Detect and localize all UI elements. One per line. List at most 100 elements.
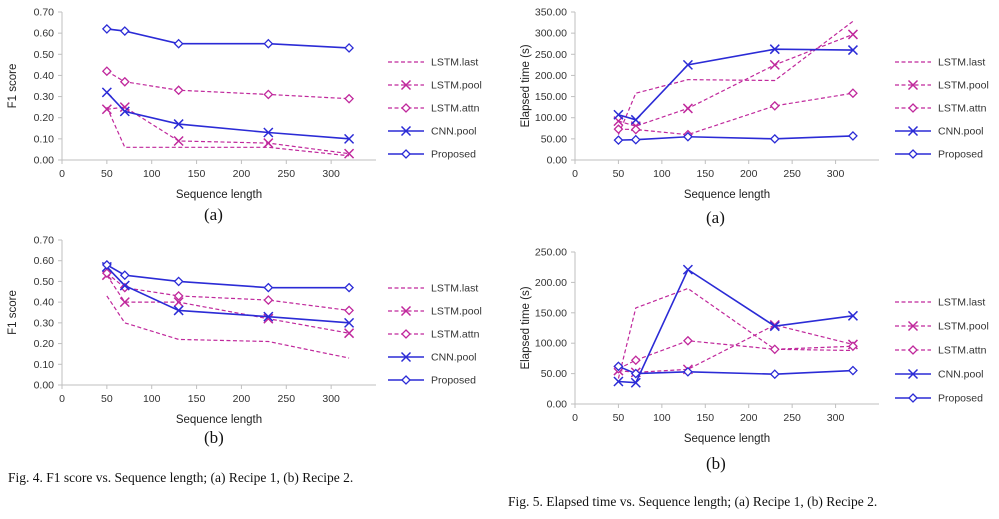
caption-fig4: Fig. 4. F1 score vs. Sequence length; (a…	[8, 470, 354, 485]
data-point-cnn-pool	[119, 280, 130, 291]
y-tick-label: 350.00	[535, 7, 567, 19]
panel-label-fig4b: (b)	[204, 428, 224, 447]
panel-label-fig5b: (b)	[706, 454, 726, 473]
y-tick-label: 150.00	[535, 91, 567, 103]
x-tick-label: 250	[278, 393, 296, 405]
data-point-cnn-pool	[263, 127, 274, 138]
data-point-proposed	[344, 282, 355, 293]
x-tick-label: 250	[783, 412, 801, 424]
series-proposed	[613, 361, 858, 380]
y-tick-label: 200.00	[535, 277, 567, 289]
x-tick-label: 0	[59, 168, 65, 180]
data-point-proposed	[263, 38, 274, 49]
data-point-lstm-attn	[101, 66, 112, 77]
x-tick-label: 300	[827, 412, 845, 424]
legend-label: LSTM.pool	[431, 80, 482, 92]
x-tick-label: 100	[143, 168, 161, 180]
y-tick-label: 100.00	[535, 338, 567, 350]
data-point-lstm-attn	[173, 85, 184, 96]
legend-item-lstm-attn: LSTM.attn	[388, 329, 480, 341]
series-lstm-attn	[613, 335, 858, 374]
legend-marker	[401, 375, 411, 385]
data-point-proposed	[769, 369, 780, 380]
legend-marker	[908, 345, 918, 355]
legend-item-proposed: Proposed	[895, 149, 983, 161]
legend-item-cnn-pool: CNN.pool	[895, 126, 984, 138]
legend-marker	[401, 329, 411, 339]
data-point-lstm-pool	[173, 135, 184, 147]
y-axis-label: Elapsed time (s)	[520, 286, 532, 369]
data-point-lstm-pool	[344, 328, 355, 339]
data-point-proposed	[263, 282, 274, 293]
data-point-lstm-pool	[119, 297, 130, 308]
series-proposed	[613, 130, 858, 146]
y-tick-label: 0.10	[34, 359, 55, 371]
data-point-proposed	[613, 361, 624, 372]
y-tick-label: 0.60	[34, 255, 55, 267]
data-point-cnn-pool	[630, 114, 641, 125]
data-point-lstm-pool	[263, 138, 274, 149]
series-lstm-last	[617, 20, 854, 135]
x-tick-label: 50	[101, 393, 113, 405]
y-tick-label: 150.00	[535, 307, 567, 319]
legend-marker	[400, 305, 412, 317]
data-point-lstm-pool	[847, 29, 858, 40]
data-point-lstm-attn	[769, 344, 780, 355]
y-axis-label: F1 score	[7, 290, 19, 335]
data-point-proposed	[344, 43, 355, 53]
data-point-cnn-pool	[613, 109, 624, 120]
y-tick-label: 250.00	[535, 49, 567, 61]
chart-svg: 0.00 50.00 100.00 150.00 200.00 250.00 300.00 3…	[520, 7, 989, 202]
x-tick-label: 200	[233, 168, 251, 180]
legend-label: Proposed	[938, 149, 983, 161]
chart-time-recipe1: 0.00 50.00 100.00 150.00 200.00 250.00 300.00 3…	[505, 0, 999, 205]
chart-svg: 0.00 0.10 0.20 0.30 0.40 0.50 0.60 0.70 0 50 100 15…	[7, 235, 482, 427]
x-tick-label: 150	[188, 393, 206, 405]
legend-label: CNN.pool	[431, 352, 477, 364]
legend-label: Proposed	[938, 393, 983, 405]
data-point-lstm-attn	[101, 268, 112, 279]
y-tick-label: 50.00	[541, 368, 567, 380]
x-tick-label: 150	[697, 168, 715, 180]
y-tick-label: 0.30	[34, 317, 55, 329]
legend-label: Proposed	[431, 149, 476, 161]
legend-label: LSTM.attn	[431, 329, 480, 341]
legend-label: LSTM.last	[938, 297, 985, 309]
data-point-lstm-pool	[173, 297, 184, 308]
x-tick-label: 300	[322, 168, 340, 180]
series-lstm-pool	[101, 102, 355, 159]
series-line-lstm-attn	[106, 70, 350, 100]
data-point-lstm-pool	[682, 103, 693, 114]
legend-marker	[400, 79, 412, 91]
chart-f1-recipe1: 0.00 0.10 0.20 0.30 0.40 0.50 0.60 0.70 0 50 100 15…	[0, 0, 482, 205]
series-line-lstm-pool	[106, 106, 350, 155]
data-point-proposed	[848, 365, 858, 376]
data-point-lstm-attn	[682, 335, 693, 346]
x-tick-label: 0	[572, 412, 578, 424]
data-point-cnn-pool	[682, 264, 693, 275]
legend-item-cnn-pool: CNN.pool	[388, 352, 477, 364]
y-tick-label: 0.50	[34, 276, 55, 288]
data-point-lstm-pool	[344, 148, 355, 159]
data-point-proposed	[119, 26, 130, 36]
y-tick-label: 300.00	[535, 28, 567, 40]
y-tick-label: 0.40	[34, 297, 55, 309]
series-cnn-pool	[101, 261, 355, 328]
legend-label: LSTM.last	[938, 57, 985, 69]
data-point-cnn-pool	[847, 310, 858, 321]
legend-item-cnn-pool: CNN.pool	[895, 369, 984, 381]
data-point-lstm-pool	[119, 102, 130, 113]
series-line-lstm-attn	[106, 272, 350, 312]
legend-marker	[400, 125, 412, 137]
series-cnn-pool	[613, 44, 858, 125]
legend-label: LSTM.attn	[938, 345, 987, 357]
legend-marker	[908, 103, 918, 113]
data-point-proposed	[630, 368, 641, 379]
series-lstm-last	[106, 106, 350, 157]
y-tick-label: 0.70	[34, 235, 55, 247]
x-tick-label: 150	[697, 412, 715, 424]
legend-item-lstm-pool: LSTM.pool	[895, 80, 989, 92]
data-point-proposed	[173, 276, 184, 287]
legend-label: Proposed	[431, 375, 476, 387]
x-tick-label: 100	[143, 393, 161, 405]
